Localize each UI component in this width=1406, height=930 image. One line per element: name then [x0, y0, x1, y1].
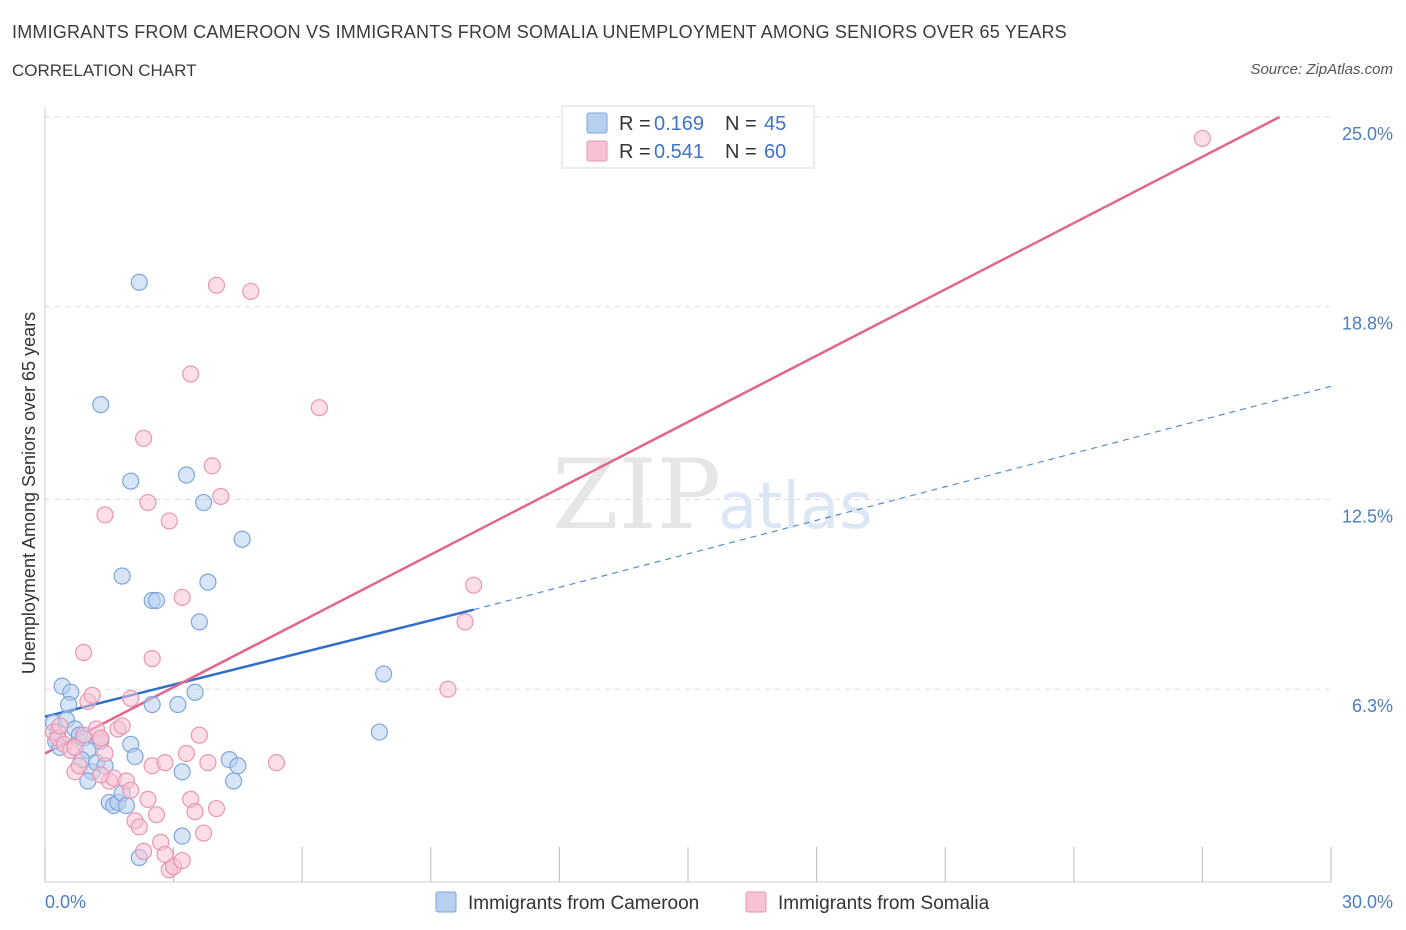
cameroon-point-20: [117, 796, 136, 815]
cameroon-point-7: [59, 695, 78, 714]
somalia-point-52: [439, 680, 457, 698]
y-axis-label: Unemployment Among Seniors over 65 years: [19, 312, 39, 674]
somalia-point-49: [207, 276, 226, 294]
trend-lines: [44, 115, 1332, 755]
cameroon-point-29: [113, 567, 131, 585]
cameroon-trend-dashed: [473, 385, 1332, 611]
legend-swatch-somalia: [586, 140, 608, 162]
watermark: ZIP atlas: [552, 439, 873, 551]
legend-r-value-cameroon: 0.169: [654, 113, 704, 135]
cameroon-point-34: [199, 573, 217, 591]
cameroon-point-43: [173, 827, 191, 845]
somalia-point-35: [199, 754, 217, 772]
somalia-point-21: [134, 842, 153, 861]
cameroon-point-46: [143, 695, 161, 714]
somalia-point-32: [186, 803, 204, 821]
somalia-point-42: [134, 429, 153, 447]
somalia-point-46: [182, 365, 200, 383]
legend-r-label-somalia: R =: [619, 141, 651, 163]
legend-r-value-somalia: 0.541: [654, 141, 704, 163]
bottom-legend-label-cameroon: Immigrants from Cameroon: [468, 893, 699, 914]
somalia-point-22: [139, 790, 157, 808]
somalia-point-34: [195, 824, 213, 842]
bottom-legend-swatch-somalia: [745, 891, 767, 913]
somalia-point-37: [267, 754, 286, 772]
bottom-legend-swatch-cameroon: [435, 891, 457, 913]
cameroon-point-32: [177, 466, 196, 484]
cameroon-point-44: [375, 665, 393, 683]
somalia-point-48: [212, 487, 230, 506]
cameroon-point-35: [190, 613, 208, 631]
legend-swatch-cameroon: [586, 112, 608, 134]
somalia-point-18: [122, 781, 140, 799]
cameroon-point-36: [233, 530, 251, 548]
somalia-point-6: [70, 757, 88, 775]
somalia-point-55: [1193, 129, 1212, 148]
cameroon-trend-line: [44, 608, 474, 718]
somalia-point-38: [74, 643, 93, 662]
bottom-legend: Immigrants from Cameroon Immigrants from…: [435, 891, 990, 914]
somalia-point-24: [147, 806, 166, 824]
somalia-point-59: [156, 754, 174, 772]
cameroon-point-22: [126, 747, 144, 766]
somalia-point-47: [203, 457, 221, 475]
cameroon-point-42: [173, 763, 191, 781]
chart-title: IMMIGRANTS FROM CAMEROON VS IMMIGRANTS F…: [12, 22, 1067, 42]
somalia-point-2: [51, 717, 69, 735]
cameroon-point-37: [169, 695, 187, 714]
somalia-point-56: [92, 729, 110, 747]
x-tick-label-0: 0.0%: [45, 892, 86, 912]
chart-subtitle: CORRELATION CHART: [12, 61, 197, 80]
y-tick-label-1: 12.5%: [1342, 507, 1393, 527]
top-legend: R = 0.169 N = 45 R = 0.541 N = 60: [561, 105, 815, 169]
somalia-point-51: [310, 399, 328, 417]
y-tick-label-0: 6.3%: [1352, 696, 1393, 716]
somalia-trend-line: [44, 115, 1281, 755]
legend-n-value-somalia: 60: [764, 141, 786, 163]
y-tick-label-3: 25.0%: [1342, 124, 1393, 144]
somalia-point-33: [190, 726, 208, 744]
legend-n-label-somalia: N =: [725, 141, 757, 163]
somalia-point-40: [122, 689, 140, 708]
data-points: [44, 129, 1212, 879]
legend-n-label-cameroon: N =: [725, 113, 757, 135]
cameroon-point-45: [370, 723, 388, 741]
source-label: Source: ZipAtlas.com: [1250, 61, 1393, 78]
somalia-point-16: [113, 717, 131, 735]
cameroon-point-26: [130, 273, 148, 291]
somalia-point-30: [177, 744, 196, 763]
cameroon-point-28: [122, 472, 140, 490]
somalia-point-12: [96, 744, 114, 763]
somalia-point-43: [139, 493, 157, 512]
watermark-zip: ZIP: [552, 439, 721, 551]
somalia-point-58: [66, 738, 84, 756]
watermark-atlas: atlas: [718, 470, 873, 544]
somalia-point-54: [456, 613, 474, 631]
legend-n-value-cameroon: 45: [764, 113, 786, 135]
cameroon-point-33: [195, 493, 213, 512]
somalia-point-44: [160, 512, 178, 530]
x-tick-label-1: 30.0%: [1342, 892, 1393, 912]
cameroon-point-31: [147, 591, 166, 610]
cameroon-point-27: [92, 396, 110, 414]
somalia-point-50: [242, 282, 260, 301]
cameroon-point-38: [186, 683, 204, 701]
y-tick-label-2: 18.8%: [1342, 314, 1393, 334]
somalia-point-57: [92, 766, 110, 784]
somalia-point-36: [207, 799, 226, 818]
bottom-legend-label-somalia: Immigrants from Somalia: [778, 893, 990, 914]
grid-lines: [45, 116, 1331, 690]
somalia-point-9: [83, 686, 101, 704]
legend-r-label-cameroon: R =: [619, 113, 651, 135]
somalia-point-39: [143, 650, 161, 668]
cameroon-point-41: [225, 772, 243, 790]
somalia-point-29: [173, 851, 191, 870]
cameroon-point-40: [229, 757, 247, 775]
somalia-point-41: [173, 588, 191, 607]
tick-labels: 6.3% 12.5% 18.8% 25.0% 0.0% 30.0%: [45, 124, 1393, 912]
somalia-point-20: [130, 818, 148, 836]
somalia-point-45: [96, 506, 114, 524]
somalia-point-53: [465, 576, 483, 594]
